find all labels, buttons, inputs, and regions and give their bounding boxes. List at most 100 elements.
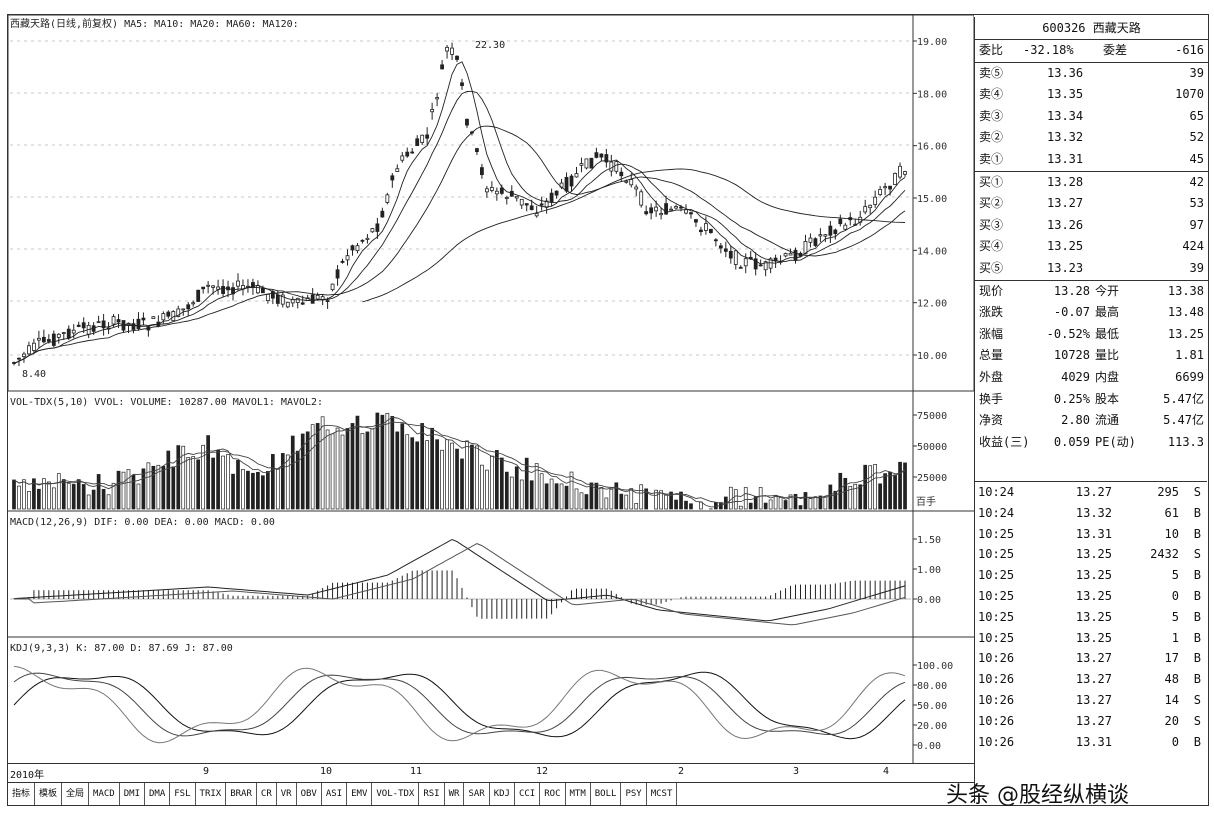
tick-time: 10:25 [978,630,1015,645]
candle-body [888,185,892,190]
candle-body [350,245,355,251]
indicator-tab[interactable]: ASI [322,783,348,805]
volume-bar [221,455,225,510]
indicator-tab[interactable]: BRAR [226,783,257,805]
volume-bar [126,469,131,510]
volume-bar [863,464,868,510]
candle-body [260,287,265,294]
volume-bar [644,488,649,510]
kdj-series [13,665,906,744]
candle-body [435,97,440,100]
tick-list[interactable]: 10:24 13.27 295 S 10:24 13.32 61 B 10:25 13.31 10 B… [974,481,1207,752]
volume-bar [619,493,624,510]
tick-volume: 1 [1171,630,1179,645]
stat-value: -0.52% [1046,326,1090,341]
volume-bar [42,478,46,510]
candle-body [480,167,484,176]
indicator-tab[interactable]: 全局 [62,783,90,805]
candle-body [425,134,430,139]
quote-panel: 600326 西藏天路 委比 -32.18% 委差 -616 卖⑤ 13.36 39… [974,17,1208,803]
candle-body [445,46,449,52]
volume-bar [370,428,375,510]
stat-label: 净资 [979,413,1004,428]
volume-bar [609,488,614,510]
candle-body [96,321,101,324]
axis-tick-label: 50000 [917,442,947,453]
volume-bar [524,457,529,510]
tick-price: 13.25 [1075,547,1112,562]
indicator-tab[interactable]: MTM [566,783,591,805]
candle-body [32,342,36,351]
volume-bar [96,474,101,510]
time-label: 11 [410,766,423,777]
sell-order-row: 卖③ 13.34 65 [975,106,1208,128]
volume-bar [61,479,66,510]
candle-body [584,158,589,169]
buy-order-volume: 39 [1189,260,1204,275]
stat-label: 股本 [1095,391,1120,406]
indicator-tab[interactable]: TRIX [196,783,227,805]
time-label: 10 [320,766,333,777]
candle-body [405,151,410,157]
candle-body [758,264,763,267]
indicator-tab[interactable]: DMI [120,783,145,805]
volume-bar [679,491,683,510]
indicator-tab[interactable]: 模板 [35,783,63,805]
indicator-tab[interactable]: VOL-TDX [372,783,420,805]
buy-order-price: 13.27 [1047,196,1084,211]
candle-body [484,188,489,193]
tick-side: B [1193,588,1201,603]
indicator-tab[interactable]: DMA [145,783,171,805]
indicator-tab[interactable]: CCI [515,783,541,805]
sell-order-row: 卖② 13.32 52 [975,127,1208,149]
indicator-tab[interactable]: WR [445,783,465,805]
candle-body [395,168,400,172]
tick-time: 10:25 [978,609,1015,624]
stat-label: 最高 [1095,305,1120,320]
volume-bar [763,502,768,510]
candle-body [275,294,280,304]
indicator-tab[interactable]: BOLL [591,783,622,805]
stat-label: 流通 [1095,413,1120,428]
indicator-tab[interactable]: EMV [347,783,373,805]
candle-body [166,311,171,317]
volume-bar [46,481,51,510]
indicator-tab[interactable]: SAR [464,783,490,805]
indicator-tab[interactable]: RSI [419,783,445,805]
volume-bar [385,412,390,510]
stat-label: 现价 [979,283,1004,298]
indicator-tab[interactable]: 指标 [8,783,36,805]
indicator-tab[interactable]: MCST [647,783,678,805]
volume-bar [888,471,892,510]
indicator-tab[interactable]: MACD [89,783,120,805]
ratio-label: 委比 [979,43,1004,57]
tick-volume: 17 [1164,651,1179,666]
indicator-tab[interactable]: ROC [540,783,566,805]
tick-volume: 295 [1157,485,1179,499]
indicator-tab[interactable]: CR [257,783,277,805]
volume-bar [425,440,430,510]
volume-bar [793,493,798,510]
indicator-tab[interactable]: PSY [621,783,647,805]
stat-row: 涨跌 -0.07 最高 13.48 [975,302,1208,324]
tick-volume: 61 [1164,505,1179,520]
candle-body [355,245,360,252]
volume-bar [559,483,564,510]
candle-body [27,345,31,355]
indicator-tab[interactable]: OBV [297,783,322,805]
candle-body [131,323,136,330]
kdj-line [13,665,906,744]
indicator-tab[interactable]: KDJ [490,783,515,805]
volume-bar [808,498,813,510]
volume-bar [579,492,584,510]
buy-orders: 买① 13.28 42 买② 13.27 53 买③ 13.26 97 买④ 13.25 424 买⑤ 1… [975,170,1208,280]
tick-side: B [1193,526,1201,541]
candle-body [644,211,649,215]
chart-canvas[interactable]: 西藏天路(日线,前复权) MA5: MA10: MA20: MA60: MA12… [8,15,974,763]
indicator-tab[interactable]: FSL [170,783,196,805]
indicator-tab[interactable]: VR [277,783,297,805]
volume-bar [629,488,634,510]
tick-side: S [1193,485,1201,499]
candle-body [370,228,375,233]
axis-tick-label: 20.00 [917,721,947,732]
